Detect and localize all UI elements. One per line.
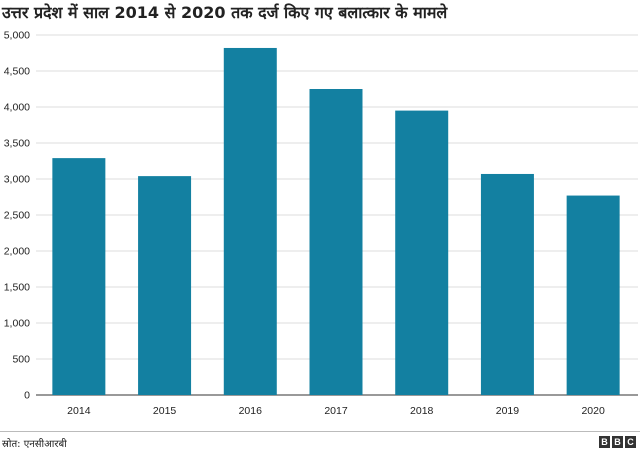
bar — [309, 89, 363, 395]
y-tick-label: 2,500 — [4, 210, 30, 222]
bar — [480, 173, 534, 395]
y-tick-label: 0 — [24, 390, 30, 402]
y-tick-label: 1,000 — [4, 318, 30, 330]
y-tick-label: 4,500 — [4, 66, 30, 78]
y-tick-label: 5,000 — [4, 30, 30, 42]
chart-title: उत्तर प्रदेश में साल 2014 से 2020 तक दर्… — [2, 3, 448, 22]
y-tick-label: 500 — [12, 354, 30, 366]
x-tick-label: 2014 — [67, 405, 91, 417]
bar — [566, 195, 620, 395]
y-tick-label: 1,500 — [4, 282, 30, 294]
bbc-logo-letter-1: B — [599, 436, 610, 448]
x-tick-label: 2020 — [581, 405, 605, 417]
bar — [138, 176, 192, 395]
bbc-logo-letter-2: B — [612, 436, 623, 448]
x-tick-label: 2017 — [324, 405, 348, 417]
bbc-logo: B B C — [599, 436, 636, 448]
bbc-logo-letter-3: C — [625, 436, 636, 448]
bar — [223, 47, 277, 396]
bar — [395, 110, 449, 395]
x-tick-label: 2015 — [153, 405, 177, 417]
y-tick-label: 2,000 — [4, 246, 30, 258]
x-tick-label: 2018 — [410, 405, 434, 417]
bar — [52, 158, 106, 395]
y-tick-label: 4,000 — [4, 102, 30, 114]
y-tick-label: 3,000 — [4, 174, 30, 186]
x-tick-label: 2019 — [496, 405, 520, 417]
x-tick-label: 2016 — [239, 405, 263, 417]
y-tick-label: 3,500 — [4, 138, 30, 150]
source-note: स्रोत: एनसीआरबी — [2, 439, 67, 450]
footer-divider — [0, 431, 640, 432]
